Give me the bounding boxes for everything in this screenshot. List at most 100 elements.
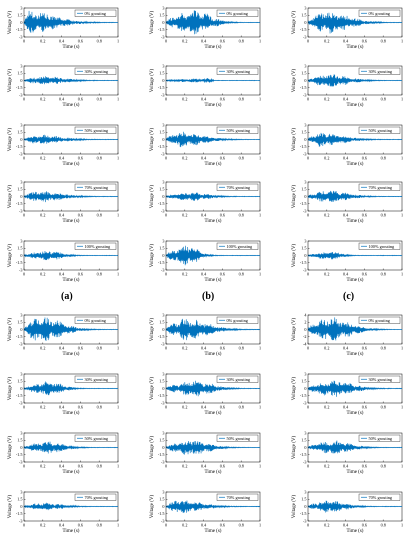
signal-trace bbox=[23, 76, 119, 85]
legend-label: 70% grouting bbox=[369, 495, 393, 500]
legend-label: 30% grouting bbox=[227, 69, 251, 74]
x-axis-label: Time (s) bbox=[347, 470, 364, 475]
signal-trace bbox=[307, 380, 403, 397]
y-tick-label: 3 bbox=[20, 63, 22, 68]
x-tick-label: 0.2 bbox=[182, 272, 187, 277]
y-tick-label: -3 bbox=[303, 151, 307, 156]
y-tick-label: -1.5 bbox=[300, 393, 307, 398]
subplot-b-2-1: 0 0.2 0.4 0.6 0.8 1 -3 -1.5 0 1.5 3 Time (s) Voltage… bbox=[8, 371, 119, 416]
y-tick-label: 0 bbox=[304, 504, 306, 509]
x-tick-label: 1 bbox=[401, 39, 403, 44]
x-tick-label: 0.8 bbox=[239, 523, 244, 528]
legend: 0% grouting bbox=[74, 316, 117, 324]
y-tick-label: 3 bbox=[162, 63, 164, 68]
x-tick-label: 0 bbox=[307, 39, 309, 44]
x-tick-label: 0 bbox=[307, 97, 309, 102]
x-tick-label: 0.4 bbox=[201, 346, 207, 351]
x-tick-label: 0 bbox=[23, 405, 25, 410]
legend-label: 0% grouting bbox=[227, 11, 249, 16]
x-tick-label: 1 bbox=[117, 346, 119, 351]
subplot-a-5-1: 0 0.2 0.4 0.6 0.8 1 -3 -1.5 0 1.5 3 Time (s) Voltage… bbox=[8, 238, 119, 283]
y-tick-label: 1.5 bbox=[17, 187, 22, 192]
y-tick-label: -3 bbox=[161, 34, 165, 39]
y-tick-label: -1.5 bbox=[158, 260, 165, 265]
y-axis-label: Voltage (V) bbox=[150, 68, 155, 92]
y-tick-label: 3 bbox=[20, 489, 22, 494]
y-tick-label: -3 bbox=[303, 208, 307, 213]
x-tick-label: 0.8 bbox=[97, 39, 102, 44]
y-tick-label: -3 bbox=[161, 459, 165, 464]
y-tick-label: 0 bbox=[304, 445, 306, 450]
y-tick-label: -3 bbox=[19, 34, 23, 39]
y-tick-label: 3 bbox=[20, 5, 22, 10]
y-tick-label: -1.5 bbox=[300, 452, 307, 457]
x-tick-label: 0.2 bbox=[40, 156, 45, 161]
x-tick-label: 0.2 bbox=[40, 405, 45, 410]
x-tick-label: 0 bbox=[23, 39, 25, 44]
legend: 100% grouting bbox=[358, 242, 401, 250]
x-tick-label: 1 bbox=[401, 405, 403, 410]
y-tick-label: -3 bbox=[161, 151, 165, 156]
y-tick-label: -3 bbox=[161, 341, 165, 346]
y-axis-label: Voltage (V) bbox=[292, 243, 297, 267]
y-tick-label: 3 bbox=[304, 179, 306, 184]
x-tick-label: 0.2 bbox=[182, 523, 187, 528]
y-tick-label: -3 bbox=[19, 267, 23, 272]
x-tick-label: 0 bbox=[307, 272, 309, 277]
x-tick-label: 0.4 bbox=[343, 156, 349, 161]
legend-label: 50% grouting bbox=[369, 436, 393, 441]
y-axis-label: Voltage (V) bbox=[292, 317, 297, 341]
legend-label: 30% grouting bbox=[227, 377, 251, 382]
signal-trace bbox=[165, 131, 261, 148]
x-tick-label: 0 bbox=[23, 346, 25, 351]
x-tick-label: 1 bbox=[259, 464, 261, 469]
y-tick-label: 0 bbox=[20, 194, 22, 199]
y-tick-label: 0 bbox=[20, 386, 22, 391]
signal-trace bbox=[165, 318, 261, 341]
x-tick-label: 0.8 bbox=[97, 272, 102, 277]
x-tick-label: 0.2 bbox=[182, 346, 187, 351]
legend: 70% grouting bbox=[74, 183, 117, 191]
subplot-a-5-3: 0 0.2 0.4 0.6 0.8 1 -3 -1.5 0 1.5 3 Time (s) Voltage… bbox=[292, 238, 403, 283]
y-tick-label: 1.5 bbox=[159, 130, 164, 135]
x-tick-label: 0.8 bbox=[97, 156, 102, 161]
x-tick-label: 0.6 bbox=[362, 39, 367, 44]
y-tick-label: -3 bbox=[161, 518, 165, 523]
legend: 50% grouting bbox=[74, 126, 117, 134]
x-tick-label: 0.6 bbox=[362, 464, 367, 469]
y-tick-label: 0 bbox=[162, 137, 164, 142]
y-tick-label: 3 bbox=[162, 5, 164, 10]
x-axis-label: Time (s) bbox=[63, 529, 80, 534]
x-tick-label: 0.4 bbox=[59, 213, 65, 218]
y-tick-label: 1.5 bbox=[301, 130, 306, 135]
y-tick-label: -2 bbox=[303, 334, 307, 339]
x-tick-label: 0.8 bbox=[381, 213, 386, 218]
y-tick-label: 0 bbox=[162, 253, 164, 258]
legend-label: 0% grouting bbox=[85, 11, 107, 16]
y-tick-label: -1.5 bbox=[16, 511, 23, 516]
y-tick-label: 1.5 bbox=[159, 320, 164, 325]
y-tick-label: 0 bbox=[20, 137, 22, 142]
x-tick-label: 0.6 bbox=[220, 97, 225, 102]
y-tick-label: -1.5 bbox=[158, 144, 165, 149]
x-tick-label: 0.6 bbox=[362, 346, 367, 351]
y-tick-label: -3 bbox=[161, 92, 165, 97]
signal-trace bbox=[23, 317, 119, 342]
y-axis-label: Voltage (V) bbox=[150, 243, 155, 267]
signal-trace bbox=[165, 500, 261, 513]
x-tick-label: 0.4 bbox=[59, 405, 65, 410]
x-tick-label: 1 bbox=[117, 464, 119, 469]
y-tick-label: 0 bbox=[304, 194, 306, 199]
x-tick-label: 0.6 bbox=[220, 346, 225, 351]
y-axis-label: Voltage (V) bbox=[8, 10, 13, 34]
x-tick-label: 0.2 bbox=[324, 156, 329, 161]
x-axis-label: Time (s) bbox=[347, 278, 364, 283]
legend-label: 0% grouting bbox=[369, 11, 391, 16]
y-tick-label: 1.5 bbox=[17, 438, 22, 443]
x-tick-label: 0.6 bbox=[78, 213, 83, 218]
x-tick-label: 0.6 bbox=[78, 405, 83, 410]
legend: 100% grouting bbox=[216, 242, 259, 250]
x-tick-label: 0.2 bbox=[324, 523, 329, 528]
signal-trace bbox=[307, 12, 403, 34]
y-tick-label: 0 bbox=[20, 253, 22, 258]
